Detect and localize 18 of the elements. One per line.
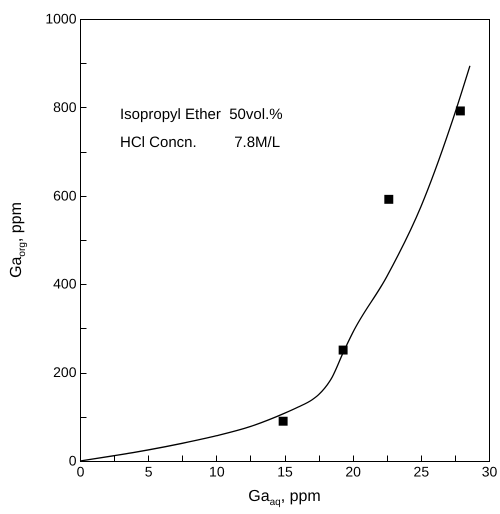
point bbox=[384, 194, 394, 204]
y-tick-label: 200 bbox=[53, 364, 77, 380]
x-tick-label: 15 bbox=[277, 464, 293, 480]
y-tick-label: 1000 bbox=[45, 10, 77, 26]
point bbox=[278, 416, 288, 426]
x-axis-title: Ga$_{aq}$, ppm bbox=[248, 488, 321, 508]
annotation: HCl Concn. 7.8M/L bbox=[120, 134, 280, 151]
x-tick-label: 5 bbox=[144, 464, 153, 480]
x-tick-label: 20 bbox=[345, 464, 362, 480]
annotation: Isopropyl Ether 50vol.% bbox=[120, 106, 283, 123]
y-tick-label: 800 bbox=[53, 98, 77, 115]
x-tick-label: 30 bbox=[482, 464, 498, 480]
y-tick-label: 400 bbox=[53, 276, 77, 292]
x-tick-label: 10 bbox=[209, 464, 225, 480]
x-tick-label: 25 bbox=[414, 464, 430, 480]
y-tick-label: 600 bbox=[53, 187, 77, 204]
y-tick-label: 0 bbox=[68, 452, 77, 468]
point bbox=[456, 106, 465, 116]
